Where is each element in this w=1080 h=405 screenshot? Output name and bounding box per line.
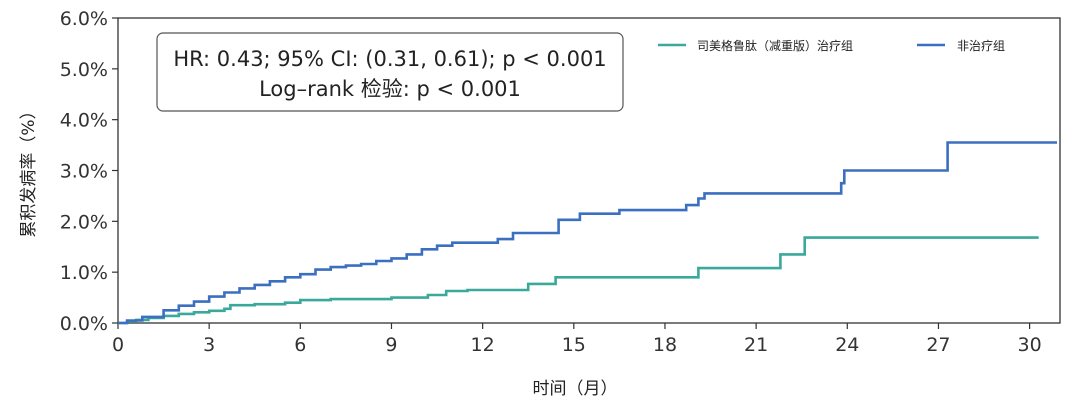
x-tick-label: 15 (562, 334, 586, 356)
legend-label-control: 非治疗组 (957, 39, 1005, 53)
legend: 司美格鲁肽（减重版）治疗组 非治疗组 (658, 38, 1005, 53)
y-tick-label: 4.0% (60, 110, 108, 132)
y-tick-label: 2.0% (60, 211, 108, 233)
x-tick-label: 30 (1018, 334, 1042, 356)
x-tick-label: 9 (385, 334, 397, 356)
annotation-box: HR: 0.43; 95% CI: (0.31, 0.61); p < 0.00… (156, 32, 624, 112)
x-axis-label: 时间（月） (533, 379, 618, 399)
y-axis-label: 累积发病率（%） (19, 102, 39, 237)
y-tick-label: 3.0% (60, 161, 108, 183)
series-layer (118, 141, 1057, 325)
x-tick-label: 0 (112, 334, 124, 356)
series-line-treatment (118, 236, 1039, 325)
ticks: 0 3 6 9 12 15 18 21 24 27 30 0.0% 1.0% 2.0% 3.0% 4.0% 5.… (60, 8, 1042, 356)
x-tick-label: 24 (835, 334, 859, 356)
x-tick-label: 6 (294, 334, 306, 356)
annotation-line-1: HR: 0.43; 95% CI: (0.31, 0.61); p < 0.00… (173, 47, 606, 71)
y-tick-label: 6.0% (60, 8, 108, 30)
x-tick-label: 12 (471, 334, 495, 356)
annotation-frame (156, 32, 624, 112)
x-tick-label: 3 (203, 334, 215, 356)
y-tick-label: 5.0% (60, 59, 108, 81)
x-tick-label: 27 (926, 334, 950, 356)
y-tick-label: 1.0% (60, 262, 108, 284)
series-line-control (118, 141, 1057, 325)
x-tick-label: 18 (653, 334, 677, 356)
legend-label-treatment: 司美格鲁肽（减重版）治疗组 (697, 38, 853, 53)
y-tick-label: 0.0% (60, 313, 108, 335)
annotation-line-2: Log–rank 检验: p < 0.001 (259, 77, 521, 101)
x-tick-label: 21 (744, 334, 768, 356)
